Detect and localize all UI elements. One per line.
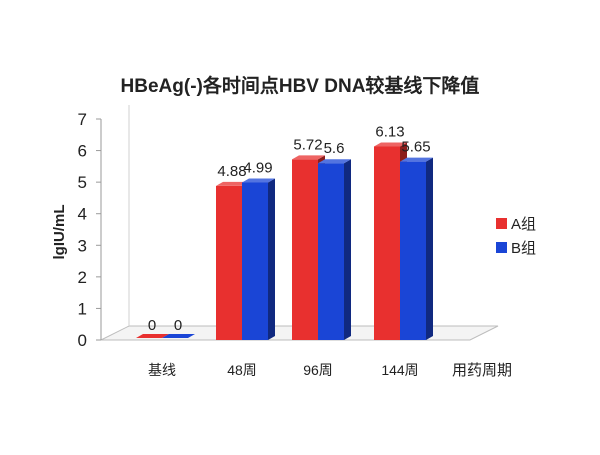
bar-top <box>216 181 249 186</box>
bar-b <box>400 157 433 340</box>
bar-side <box>426 157 433 340</box>
y-tick-label: 5 <box>78 173 87 192</box>
bar-front <box>242 182 268 340</box>
x-tick-label: 96周 <box>303 362 333 378</box>
x-tick-label: 144周 <box>381 362 418 378</box>
bar-top <box>292 155 325 160</box>
data-label: 5.72 <box>293 136 322 153</box>
chart-title: HBeAg(-)各时间点HBV DNA较基线下降值 <box>121 74 480 97</box>
data-label: 0 <box>148 317 156 334</box>
bar-top <box>242 178 275 183</box>
bars <box>136 142 433 340</box>
bar-front <box>216 185 242 340</box>
y-tick-label: 3 <box>78 236 87 255</box>
y-tick-label: 1 <box>78 299 87 318</box>
legend-swatch <box>496 242 507 253</box>
y-tick-label: 6 <box>78 142 87 161</box>
bar-b <box>242 178 275 340</box>
x-tick-label: 48周 <box>227 362 257 378</box>
bar-top <box>374 142 407 147</box>
data-label: 0 <box>174 317 182 334</box>
x-axis-label: 用药周期 <box>452 362 512 379</box>
y-tick-label: 4 <box>78 205 87 224</box>
data-label: 5.65 <box>401 139 430 156</box>
bar-b <box>162 334 195 338</box>
bar-front <box>292 159 318 340</box>
y-tick-label: 2 <box>78 268 87 287</box>
bar-top <box>400 157 433 162</box>
y-tick-label: 0 <box>78 331 87 350</box>
data-labels: 0 4.88 5.72 6.13 0 4.99 5.6 5.65 <box>148 123 431 334</box>
legend-swatch <box>496 218 507 229</box>
data-label: 6.13 <box>375 123 404 140</box>
bar-flat <box>162 334 195 338</box>
bar-side <box>268 178 275 340</box>
bar-b <box>318 159 351 340</box>
data-label: 5.6 <box>324 140 345 157</box>
bar-side <box>344 159 351 340</box>
legend-label: A组 <box>511 216 536 233</box>
y-axis-label: lgIU/mL <box>51 205 68 260</box>
legend-label: B组 <box>511 240 536 257</box>
bar-flat <box>136 334 169 338</box>
bar-front <box>400 161 426 340</box>
bar-front <box>374 146 400 340</box>
bar-top <box>318 159 351 164</box>
y-tick-label: 7 <box>78 110 87 129</box>
x-tick-label: 基线 <box>148 362 176 378</box>
legend: A组 B组 <box>496 216 536 257</box>
bar-a <box>136 334 169 338</box>
bar-front <box>318 163 344 340</box>
data-label: 4.99 <box>243 159 272 176</box>
data-label: 4.88 <box>217 163 246 180</box>
